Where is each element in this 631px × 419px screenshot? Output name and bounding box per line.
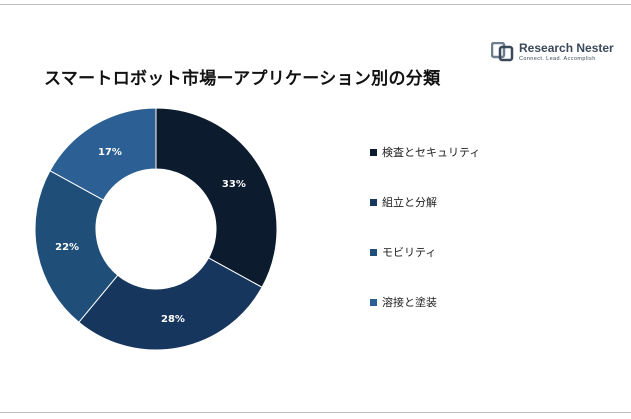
pie-slice	[78, 257, 263, 351]
bottom-border	[0, 412, 631, 413]
logo-tagline: Connect. Lead. Accomplish	[519, 56, 596, 62]
legend-swatch	[370, 299, 377, 306]
legend-swatch	[370, 249, 377, 256]
chart-title: スマートロボット市場ーアプリケーション別の分類	[44, 69, 441, 89]
logo-icon	[491, 42, 514, 62]
legend-label: 溶接と塗装	[382, 296, 437, 309]
legend-swatch	[370, 199, 377, 206]
logo-name: Research Nester	[519, 41, 614, 55]
slice-data-label: 22%	[55, 242, 79, 253]
legend-label: 検査とセキュリティ	[382, 146, 481, 159]
legend-label: 組立と分解	[382, 196, 437, 209]
legend-label: モビリティ	[382, 246, 437, 259]
pie-slice	[155, 107, 278, 288]
slice-data-label: 17%	[98, 147, 122, 158]
pie-slice	[34, 170, 119, 323]
pie-slice	[49, 107, 157, 201]
research-nester-logo: Research Nester Connect. Lead. Accomplis…	[491, 40, 614, 70]
slice-data-label: 28%	[161, 314, 185, 325]
top-border	[0, 4, 631, 5]
legend-swatch	[370, 149, 377, 156]
slice-data-label: 33%	[222, 179, 246, 190]
